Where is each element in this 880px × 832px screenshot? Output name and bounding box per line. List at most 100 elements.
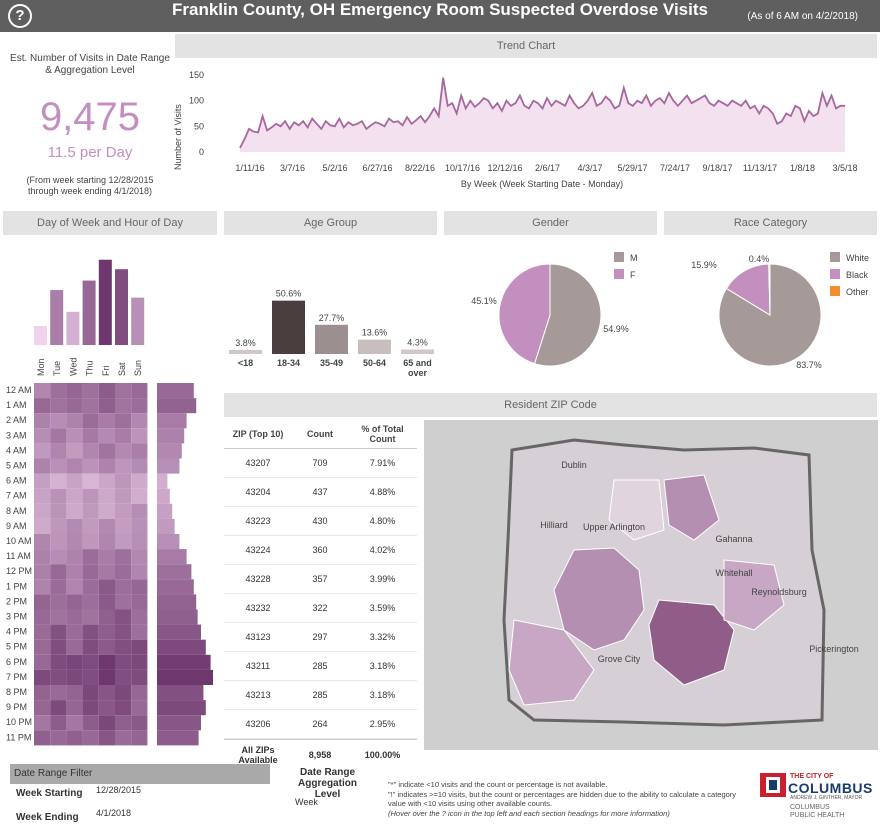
hour-total-bar[interactable]	[157, 700, 206, 716]
heat-cell[interactable]	[34, 443, 51, 459]
section-header-age[interactable]: Age Group	[224, 211, 437, 235]
heat-cell[interactable]	[115, 534, 132, 550]
heat-cell[interactable]	[82, 518, 99, 534]
map-region-west[interactable]	[553, 547, 645, 651]
pie-slice[interactable]	[768, 263, 771, 316]
heat-cell[interactable]	[98, 413, 115, 429]
heat-cell[interactable]	[115, 473, 132, 489]
zip-table-row[interactable]: 43206 264 2.95%	[224, 710, 417, 739]
heat-cell[interactable]	[115, 564, 132, 580]
heat-cell[interactable]	[66, 413, 83, 429]
heat-cell[interactable]	[50, 473, 67, 489]
heat-cell[interactable]	[115, 730, 132, 746]
heat-cell[interactable]	[82, 398, 99, 414]
dow-bar[interactable]	[115, 269, 128, 345]
hour-total-bar[interactable]	[157, 413, 187, 429]
hour-total-bar[interactable]	[157, 503, 173, 519]
section-header-zip[interactable]: Resident ZIP Code	[224, 393, 877, 417]
pie-slice[interactable]	[533, 263, 602, 367]
heat-cell[interactable]	[98, 700, 115, 716]
heat-cell[interactable]	[98, 579, 115, 595]
hour-heatmap[interactable]: 12 AM 1 AM 2 AM 3 AM 4 AM 5 AM 6 AM 7 AM 8 AM 9 A…	[0, 380, 220, 752]
heat-cell[interactable]	[82, 534, 99, 550]
trend-chart[interactable]: Number of Visits 0 50 100 150 1/11/16 3/7/16…	[170, 60, 880, 195]
heat-cell[interactable]	[115, 669, 132, 685]
heat-cell[interactable]	[34, 549, 51, 565]
heat-cell[interactable]	[98, 458, 115, 474]
heat-cell[interactable]	[82, 473, 99, 489]
heat-cell[interactable]	[82, 443, 99, 459]
heat-cell[interactable]	[66, 609, 83, 625]
heat-cell[interactable]	[98, 639, 115, 655]
hour-total-bar[interactable]	[157, 534, 180, 550]
heat-cell[interactable]	[66, 669, 83, 685]
heat-cell[interactable]	[115, 624, 132, 640]
heat-cell[interactable]	[131, 654, 148, 670]
hour-total-bar[interactable]	[157, 488, 170, 504]
pie-slice[interactable]	[498, 263, 551, 365]
heat-cell[interactable]	[98, 518, 115, 534]
heat-cell[interactable]	[50, 594, 67, 610]
heat-cell[interactable]	[131, 669, 148, 685]
heat-cell[interactable]	[34, 685, 51, 701]
heat-cell[interactable]	[82, 685, 99, 701]
hour-total-bar[interactable]	[157, 518, 175, 534]
heat-cell[interactable]	[50, 730, 67, 746]
hour-total-bar[interactable]	[157, 398, 197, 414]
dow-bar[interactable]	[82, 280, 96, 345]
heat-cell[interactable]	[131, 473, 148, 489]
heat-cell[interactable]	[98, 428, 115, 444]
dow-bar[interactable]	[131, 297, 145, 345]
heat-cell[interactable]	[66, 458, 83, 474]
heat-cell[interactable]	[131, 458, 148, 474]
week-starting-value[interactable]: 12/28/2015	[96, 785, 142, 795]
zip-map[interactable]: Dublin Hilliard Upper Arlington Gahanna Whit…	[424, 420, 878, 750]
hour-total-bar[interactable]	[157, 428, 185, 444]
heat-cell[interactable]	[131, 503, 148, 519]
hour-total-bar[interactable]	[157, 383, 194, 399]
heat-cell[interactable]	[66, 534, 83, 550]
heat-cell[interactable]	[131, 428, 148, 444]
dow-bar[interactable]	[98, 259, 112, 345]
heat-cell[interactable]	[82, 700, 99, 716]
hour-total-bar[interactable]	[157, 549, 187, 565]
map-region-north[interactable]	[663, 474, 720, 541]
heat-cell[interactable]	[131, 685, 148, 701]
heat-cell[interactable]	[98, 549, 115, 565]
heat-cell[interactable]	[50, 413, 67, 429]
heat-cell[interactable]	[115, 609, 132, 625]
heat-cell[interactable]	[34, 700, 51, 716]
heat-cell[interactable]	[115, 428, 132, 444]
heat-cell[interactable]	[98, 730, 115, 746]
dow-bar[interactable]	[50, 290, 64, 345]
heat-cell[interactable]	[34, 413, 51, 429]
heat-cell[interactable]	[66, 730, 83, 746]
heat-cell[interactable]	[131, 549, 148, 565]
hour-total-bar[interactable]	[157, 730, 199, 746]
heat-cell[interactable]	[34, 609, 51, 625]
heat-cell[interactable]	[98, 488, 115, 504]
heat-cell[interactable]	[82, 488, 99, 504]
heat-cell[interactable]	[34, 730, 51, 746]
heat-cell[interactable]	[34, 383, 51, 399]
heat-cell[interactable]	[50, 383, 67, 399]
map-region-central-north[interactable]	[608, 479, 665, 541]
heat-cell[interactable]	[66, 443, 83, 459]
heat-cell[interactable]	[34, 654, 51, 670]
heat-cell[interactable]	[82, 413, 99, 429]
heat-cell[interactable]	[115, 458, 132, 474]
pie-slice[interactable]	[718, 263, 822, 367]
heat-cell[interactable]	[98, 398, 115, 414]
heat-cell[interactable]	[66, 685, 83, 701]
zip-table-row[interactable]: 43204 437 4.88%	[224, 478, 417, 507]
heat-cell[interactable]	[66, 473, 83, 489]
heat-cell[interactable]	[82, 458, 99, 474]
heat-cell[interactable]	[115, 413, 132, 429]
heat-cell[interactable]	[98, 669, 115, 685]
heat-cell[interactable]	[50, 549, 67, 565]
hour-total-bar[interactable]	[157, 715, 201, 731]
heat-cell[interactable]	[50, 609, 67, 625]
heat-cell[interactable]	[34, 534, 51, 550]
heat-cell[interactable]	[34, 715, 51, 731]
zip-table-row[interactable]: 43207 709 7.91%	[224, 449, 417, 478]
